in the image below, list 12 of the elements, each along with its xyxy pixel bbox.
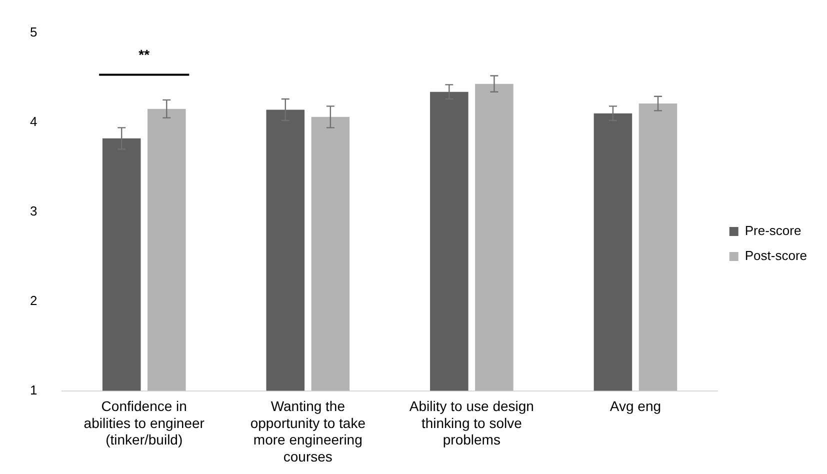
y-tick-label: 3 xyxy=(30,203,38,218)
y-tick-label: 4 xyxy=(30,114,38,129)
y-tick-label: 1 xyxy=(30,382,38,398)
legend-label: Pre-score xyxy=(744,223,802,238)
y-tick-label: 5 xyxy=(30,24,38,40)
x-tick-label: Confidence in abilities to engineer (tinker/build) xyxy=(84,398,205,448)
x-tick-label: Wanting the opportunity to take more engineering courses xyxy=(250,398,366,464)
legend-label: Post-score xyxy=(744,248,808,264)
x-tick-label: Ability to use design thinking to solve problems xyxy=(409,398,534,448)
annotation: ** xyxy=(138,46,150,63)
y-tick-label: 2 xyxy=(30,292,38,308)
x-tick-label: Avg eng xyxy=(610,398,662,414)
